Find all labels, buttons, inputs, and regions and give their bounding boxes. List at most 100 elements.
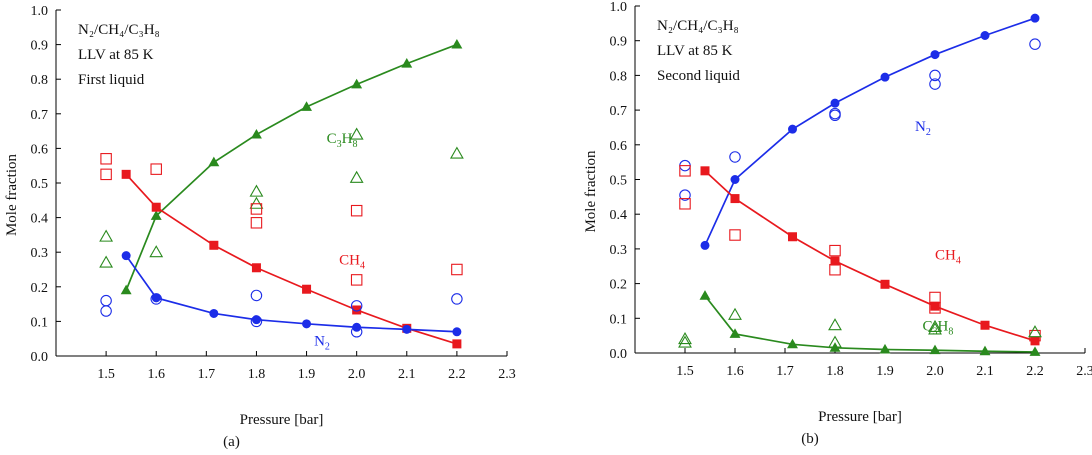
exp-point-ch4	[829, 244, 841, 257]
panel-label: (a)	[223, 434, 240, 450]
point-n2	[980, 30, 990, 40]
point-ch4	[980, 320, 990, 330]
point-ch4	[151, 202, 161, 212]
exp-point-n2	[150, 293, 162, 305]
x-tick-label: 1.7	[198, 367, 216, 382]
exp-point-c3h8	[828, 318, 842, 331]
series-label-ch4: CH4	[935, 247, 961, 266]
chart-title-line: N₂/CH₄/C₃H₈	[657, 18, 739, 34]
point-n2	[352, 322, 362, 332]
x-tick-label: 1.8	[248, 367, 266, 382]
point-ch4	[830, 256, 840, 266]
point-n2	[830, 98, 840, 108]
x-tick-label: 2.1	[398, 367, 416, 382]
y-tick-label: 0.9	[31, 39, 49, 54]
exp-point-n2	[929, 69, 941, 82]
point-ch4	[452, 339, 462, 349]
point-ch4	[730, 194, 740, 204]
exp-point-c3h8	[678, 335, 692, 348]
y-tick-label: 0.2	[610, 278, 628, 293]
x-tick-label: 1.6	[147, 367, 165, 382]
exp-point-n2	[100, 294, 112, 307]
x-tick-label: 1.5	[97, 367, 115, 382]
exp-point-n2	[250, 315, 263, 328]
x-axis-title: Pressure [bar]	[818, 409, 902, 425]
exp-point-c3h8	[249, 184, 264, 197]
exp-point-c3h8	[99, 229, 114, 242]
point-c3h8	[401, 58, 413, 68]
exp-point-c3h8	[1028, 325, 1042, 338]
point-c3h8	[879, 343, 891, 354]
point-n2	[730, 175, 740, 184]
y-tick-label: 0.5	[610, 174, 628, 189]
point-ch4	[121, 169, 131, 179]
y-tick-label: 0.1	[31, 315, 49, 330]
exp-point-c3h8	[349, 170, 364, 183]
y-tick-label: 0.3	[610, 243, 628, 258]
exp-point-ch4	[679, 165, 691, 177]
exp-point-ch4	[250, 217, 263, 229]
point-n2	[402, 324, 412, 334]
point-ch4	[788, 232, 797, 242]
x-tick-label: 1.9	[876, 364, 894, 379]
series-line-c3h8	[704, 295, 1036, 353]
series-label-n2: N2	[314, 334, 330, 353]
point-n2	[788, 124, 797, 134]
x-tick-label: 2.3	[1076, 364, 1092, 379]
x-tick-label: 1.9	[298, 367, 316, 382]
exp-point-n2	[929, 78, 941, 90]
point-ch4	[209, 240, 219, 250]
exp-point-c3h8	[249, 196, 264, 209]
point-ch4	[352, 305, 362, 315]
y-axis-title: Mole fraction	[4, 153, 20, 236]
panel-a: 0.0 0.1 0.2 0.3 0.4 0.5 0.6 0.7 0.8 0.9 1.0 1.5 1.6 1…	[4, 4, 516, 450]
x-tick-label: 2.0	[926, 364, 944, 379]
series-line-ch4	[704, 170, 1036, 342]
point-c3h8	[699, 290, 711, 300]
point-c3h8	[351, 78, 363, 89]
y-tick-label: 0.9	[610, 35, 628, 50]
point-n2	[302, 319, 312, 329]
point-n2	[452, 327, 462, 337]
x-tick-label: 2.2	[448, 367, 466, 382]
x-tick-label: 1.8	[826, 364, 844, 379]
chart-title-line: First liquid	[78, 72, 145, 88]
y-tick-label: 0.0	[610, 347, 628, 362]
y-tick-label: 1.0	[610, 0, 628, 15]
x-tick-label: 2.3	[498, 367, 516, 382]
y-tick-label: 0.0	[31, 350, 49, 365]
point-n2	[880, 72, 890, 82]
point-ch4	[302, 284, 312, 294]
point-c3h8	[301, 101, 313, 111]
point-n2	[700, 240, 710, 250]
exp-point-c3h8	[149, 245, 164, 258]
point-c3h8	[150, 210, 162, 220]
exp-point-ch4	[250, 203, 263, 215]
point-c3h8	[1029, 346, 1041, 356]
x-tick-label: 1.7	[776, 364, 794, 379]
exp-point-n2	[829, 109, 841, 122]
y-tick-label: 1.0	[31, 4, 49, 19]
exp-point-ch4	[350, 204, 363, 217]
point-c3h8	[787, 338, 798, 349]
exp-point-ch4	[729, 229, 741, 241]
exp-point-n2	[350, 326, 363, 338]
exp-point-ch4	[451, 263, 463, 276]
point-c3h8	[120, 284, 132, 295]
y-tick-label: 0.4	[31, 212, 49, 227]
point-c3h8	[729, 328, 741, 338]
series-label-c3h8: C3H8	[923, 318, 954, 337]
chart-title-line: LLV at 85 K	[78, 47, 154, 63]
y-tick-label: 0.4	[610, 208, 628, 223]
x-tick-label: 1.5	[676, 364, 694, 379]
point-n2	[209, 308, 219, 318]
exp-point-ch4	[929, 302, 941, 314]
y-tick-label: 0.3	[31, 246, 49, 261]
chart-title-line: LLV at 85 K	[657, 43, 733, 59]
exp-point-c3h8	[728, 307, 742, 320]
point-ch4	[251, 263, 261, 273]
x-axis-title: Pressure [bar]	[240, 412, 324, 428]
exp-point-n2	[250, 289, 263, 302]
point-c3h8	[979, 345, 991, 356]
